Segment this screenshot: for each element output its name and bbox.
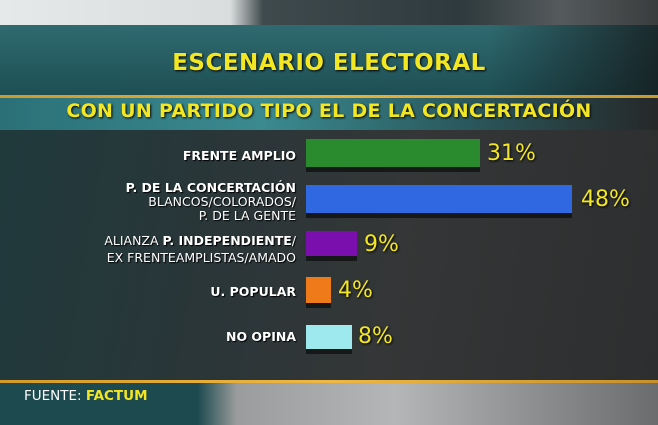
bar-frente-amplio (306, 139, 480, 172)
bar-value: 31% (487, 141, 536, 166)
bar-label-line2: BLANCOS/COLORADOS/ (148, 194, 296, 209)
title-divider (0, 95, 658, 98)
bar-label: ALIANZA P. INDEPENDIENTE/ EX FRENTEAMPLI… (104, 232, 296, 266)
bar-value: 4% (338, 278, 373, 303)
source-credit: FUENTE: FACTUM (24, 388, 148, 404)
top-decor-strip (0, 0, 658, 25)
bar-label-line2: EX FRENTEAMPLISTAS/AMADO (106, 250, 296, 265)
bar-label-text: P. INDEPENDIENTE (162, 233, 292, 248)
source-value: FACTUM (85, 388, 148, 404)
bar-chart: FRENTE AMPLIO 31% P. DE LA CONCERTACIÓN … (0, 130, 658, 380)
bar-value: 48% (581, 187, 630, 212)
bar-label-line3: P. DE LA GENTE (198, 208, 296, 223)
bar-u-popular (306, 277, 331, 308)
footer-divider (0, 380, 658, 383)
bar-label: U. POPULAR (210, 285, 296, 299)
bar-value: 9% (364, 232, 399, 257)
chart-subtitle: CON UN PARTIDO TIPO EL DE LA CONCERTACIÓ… (0, 100, 658, 122)
bar-label: NO OPINA (226, 330, 296, 344)
bar-label-pre: ALIANZA (104, 233, 163, 248)
chart-title: ESCENARIO ELECTORAL (172, 50, 486, 76)
bar-alianza (306, 231, 357, 261)
bar-label: P. DE LA CONCERTACIÓN BLANCOS/COLORADOS/… (126, 181, 296, 223)
footer-band (0, 383, 658, 425)
bar-label-text: NO OPINA (225, 329, 296, 344)
chart-subtitle-text: CON UN PARTIDO TIPO EL DE LA CONCERTACIÓ… (66, 100, 592, 122)
bar-label-text: P. DE LA CONCERTACIÓN (125, 180, 296, 195)
bar-label-post: / (291, 233, 296, 248)
bar-label-text: FRENTE AMPLIO (182, 148, 296, 163)
bar-label: FRENTE AMPLIO (183, 149, 296, 163)
bar-label-text: U. POPULAR (210, 284, 296, 299)
bar-value: 8% (358, 324, 393, 349)
subtitle-band (0, 98, 658, 130)
bar-no-opina (306, 325, 352, 354)
bar-concertacion (306, 185, 572, 218)
source-label: FUENTE: (24, 388, 82, 404)
